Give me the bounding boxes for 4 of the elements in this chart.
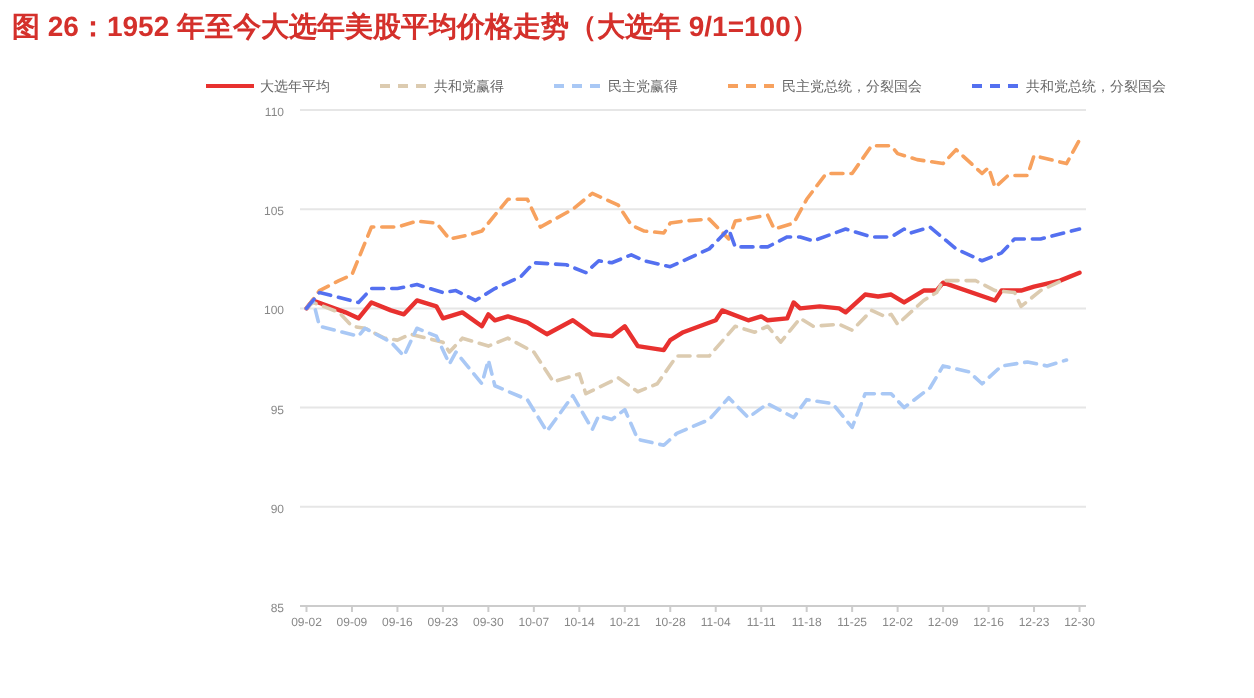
line-series xyxy=(304,137,1082,311)
line-series xyxy=(304,225,1082,311)
line-series xyxy=(304,270,1082,353)
chart-title: 图 26：1952 年至今大选年美股平均价格走势（大选年 9/1=100） xyxy=(12,10,819,42)
